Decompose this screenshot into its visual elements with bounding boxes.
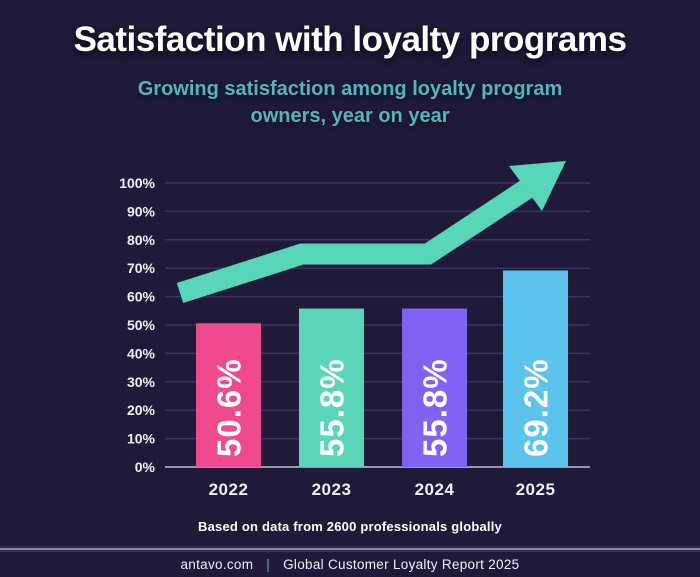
y-tick-label: 50% — [127, 317, 156, 333]
trend-arrow-shaft — [176, 179, 534, 304]
y-tick-label: 40% — [127, 345, 156, 361]
page-subtitle: Growing satisfaction among loyalty progr… — [0, 76, 700, 130]
separator-pipe: | — [266, 557, 271, 572]
bar-value-label-2022: 50.6% — [211, 358, 248, 457]
bar-2023 — [299, 308, 364, 467]
chart-area: 0% 10% 20% 30% 40% 50% 60% 70% 80% 90% 100% 50.6% 20… — [0, 140, 700, 510]
bar-2022 — [196, 323, 261, 467]
x-tick-label-2025: 2025 — [516, 480, 556, 499]
y-tick-label: 10% — [127, 431, 156, 447]
bar-2025 — [503, 270, 568, 467]
report-name: Global Customer Loyalty Report 2025 — [283, 557, 520, 572]
y-tick-label: 100% — [119, 175, 155, 191]
website-link: antavo.com — [180, 557, 254, 572]
x-tick-label-2024: 2024 — [415, 480, 455, 499]
y-tick-label: 80% — [127, 232, 156, 248]
bar-value-label-2025: 69.2% — [518, 358, 555, 457]
y-tick-label: 70% — [127, 260, 156, 276]
y-tick-label: 60% — [127, 289, 156, 305]
bar-value-label-2024: 55.8% — [417, 358, 454, 457]
subtitle-line-1: Growing satisfaction among loyalty progr… — [137, 78, 563, 100]
x-tick-label-2023: 2023 — [312, 480, 352, 499]
subtitle-line-2: owners, year on year — [250, 105, 450, 127]
y-tick-label: 90% — [127, 203, 156, 219]
source-bar: antavo.com | Global Customer Loyalty Rep… — [0, 557, 700, 572]
trend-arrow-head-icon — [509, 161, 566, 211]
data-source-note: Based on data from 2600 professionals gl… — [198, 519, 502, 534]
bar-2024 — [402, 308, 467, 467]
satisfaction-bar-chart: 0% 10% 20% 30% 40% 50% 60% 70% 80% 90% 100% 50.6% 20… — [119, 161, 590, 499]
y-tick-label: 0% — [135, 459, 156, 475]
bar-value-label-2023: 55.8% — [314, 358, 351, 457]
footer-divider — [0, 548, 700, 550]
y-tick-label: 30% — [127, 374, 156, 390]
x-tick-label-2022: 2022 — [209, 480, 249, 499]
page-title: Satisfaction with loyalty programs — [73, 20, 627, 59]
y-tick-label: 20% — [127, 402, 156, 418]
